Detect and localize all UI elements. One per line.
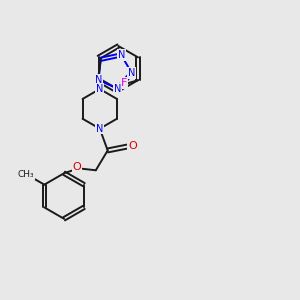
Text: N: N	[118, 50, 125, 60]
Text: N: N	[114, 84, 122, 94]
Text: N: N	[96, 124, 103, 134]
Text: N: N	[128, 68, 135, 78]
Text: O: O	[128, 142, 137, 152]
Text: F: F	[121, 78, 127, 88]
Text: N: N	[96, 84, 103, 94]
Text: O: O	[73, 162, 81, 172]
Text: N: N	[95, 75, 102, 85]
Text: CH₃: CH₃	[17, 170, 34, 179]
